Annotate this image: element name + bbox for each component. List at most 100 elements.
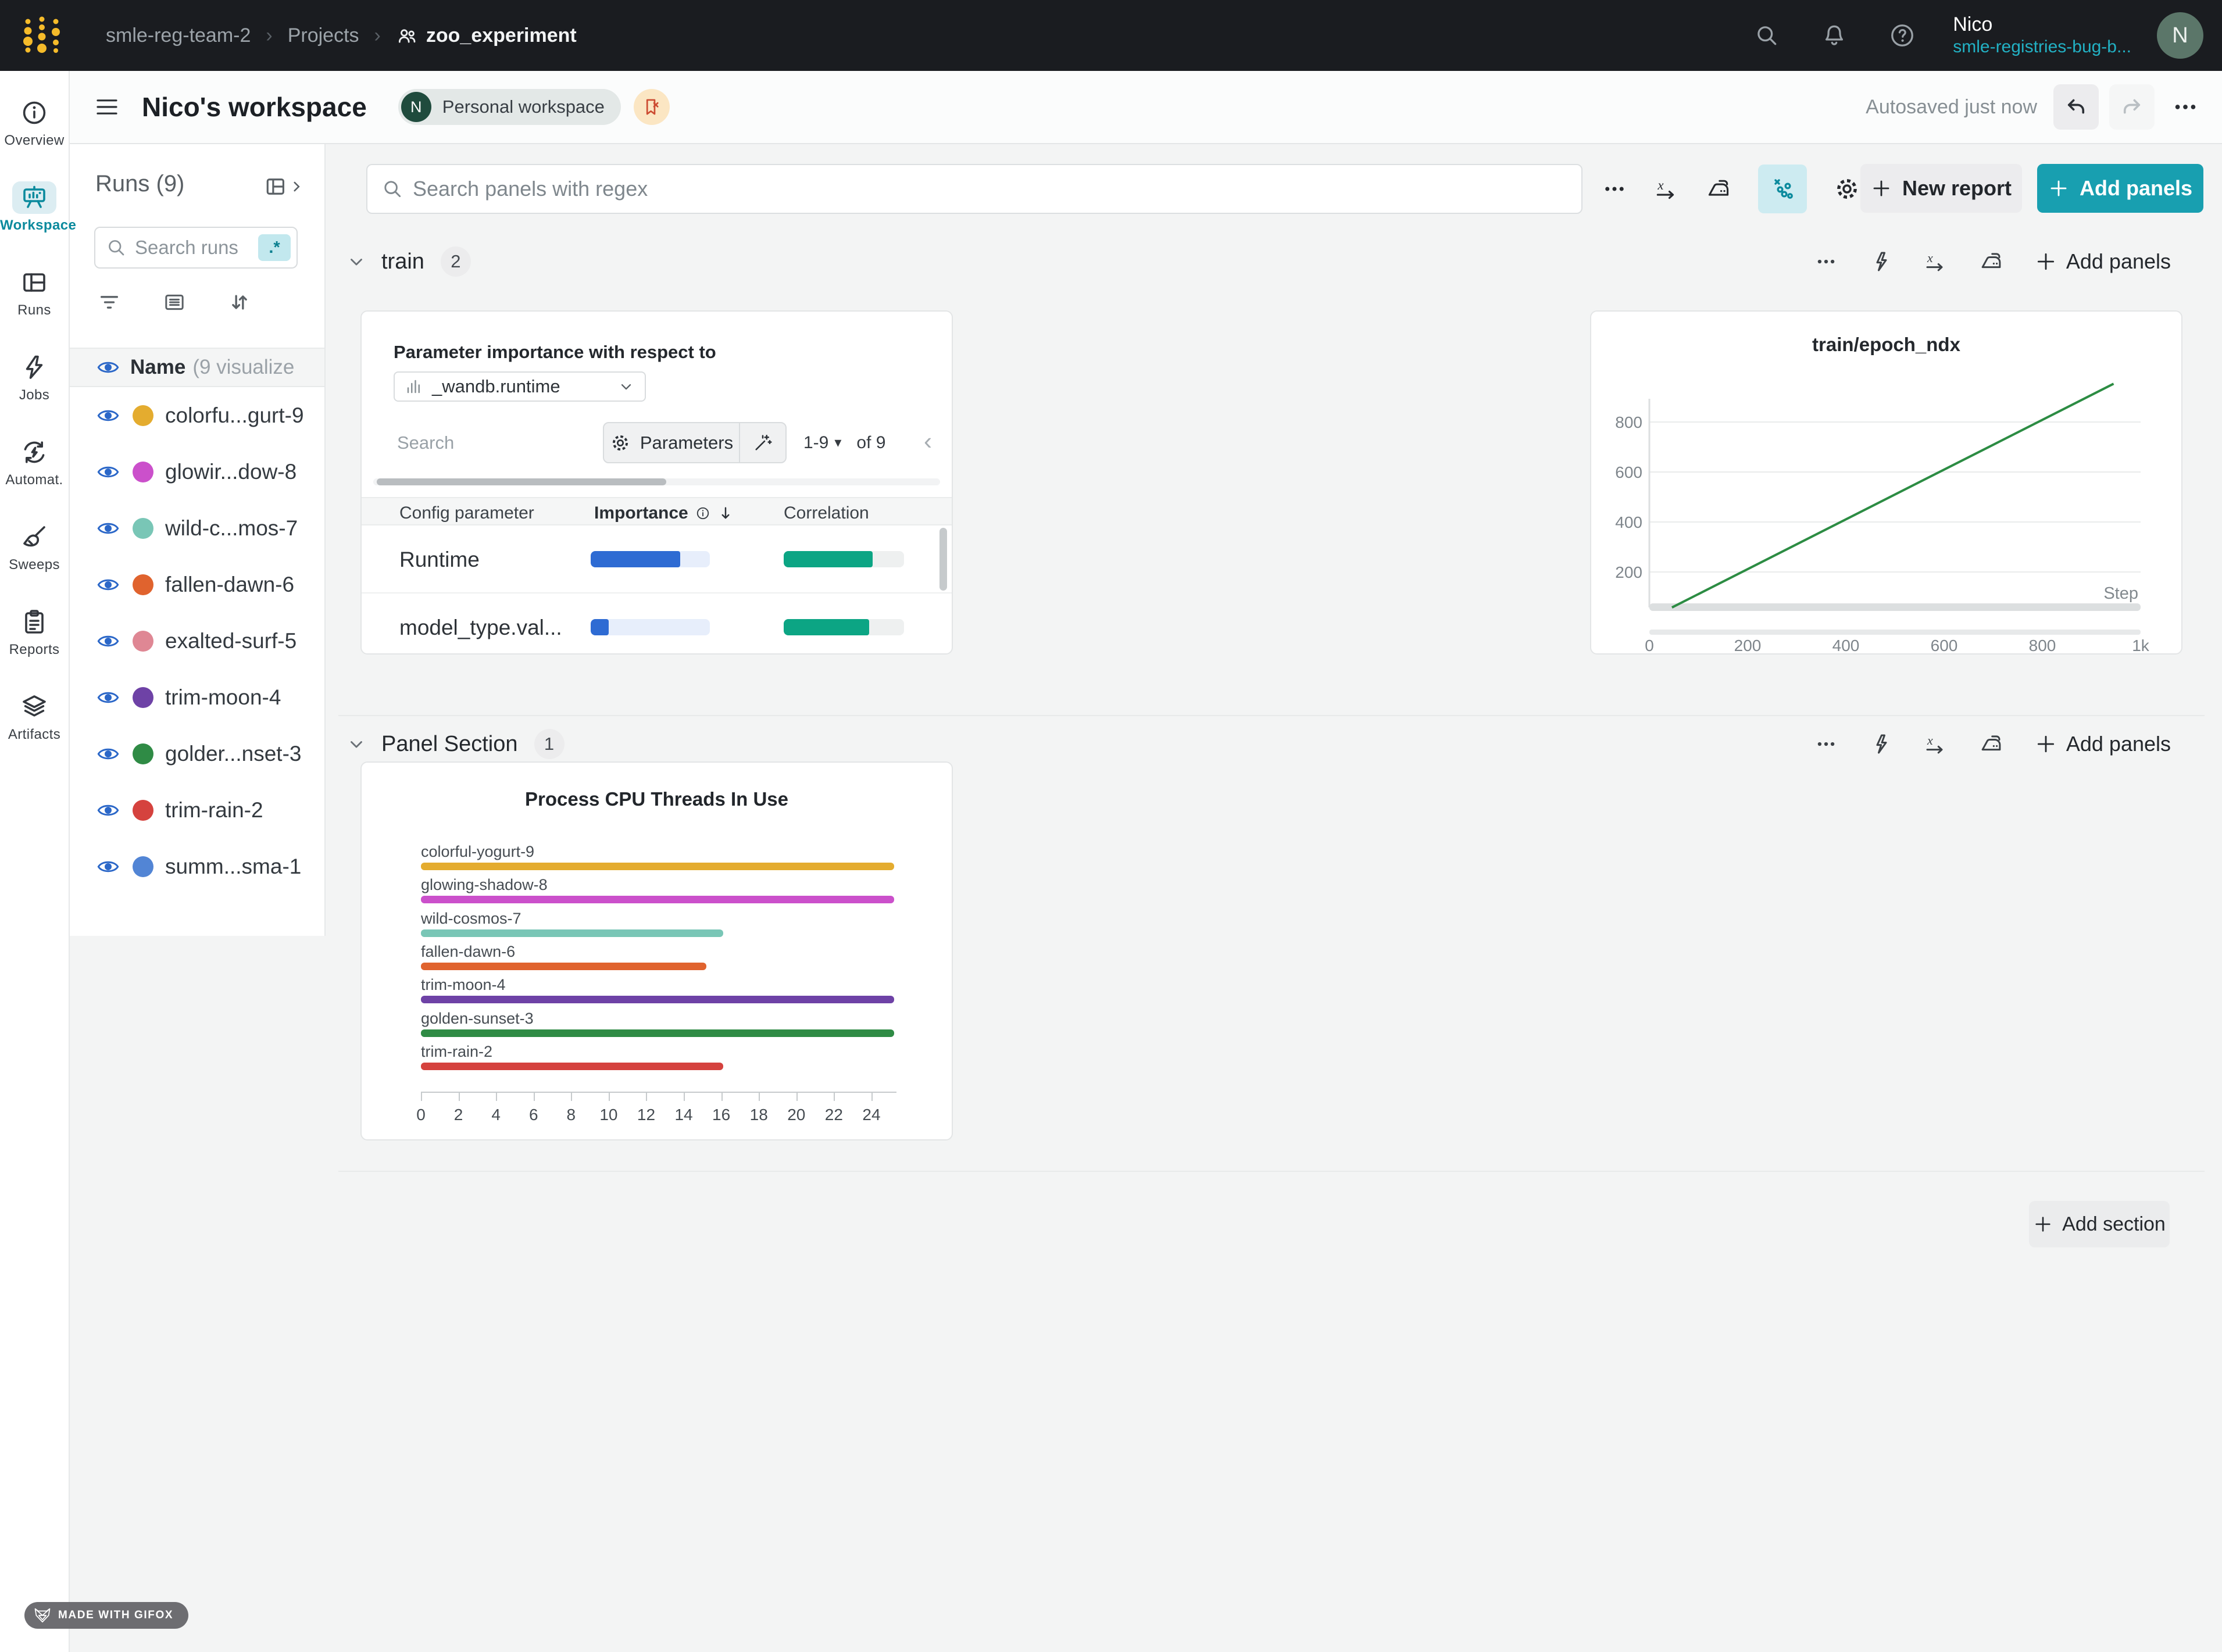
panel-settings-iron-icon[interactable]	[1979, 249, 2003, 274]
visibility-eye-icon[interactable]	[97, 742, 120, 766]
visibility-eye-icon[interactable]	[97, 460, 120, 484]
new-report-button[interactable]: New report	[1860, 164, 2022, 213]
panel-settings-iron-icon[interactable]	[1979, 732, 2003, 756]
param-search-input[interactable]	[397, 422, 560, 463]
magic-wand-button[interactable]	[740, 423, 785, 462]
hamburger-menu-icon[interactable]	[95, 98, 119, 116]
parameter-importance-panel[interactable]: Parameter importance with respect to _wa…	[360, 310, 953, 655]
info-icon	[0, 96, 69, 129]
sort-desc-arrow-icon	[721, 507, 730, 519]
metric-select[interactable]: _wandb.runtime	[394, 371, 646, 402]
run-row[interactable]: glowir...dow-8	[70, 444, 324, 500]
sidebar-item-runs[interactable]: Runs	[0, 266, 69, 319]
run-row[interactable]: exalted-surf-5	[70, 613, 324, 669]
more-options-icon[interactable]	[1602, 177, 1627, 201]
section-title[interactable]: Panel Section	[381, 731, 518, 756]
sidebar-item-overview[interactable]: Overview	[0, 96, 69, 149]
section-more-options-icon[interactable]	[1815, 733, 1837, 755]
search-icon[interactable]	[1754, 23, 1780, 48]
sidebar-item-sweeps[interactable]: Sweeps	[0, 521, 69, 573]
user-name: Nico	[1953, 13, 1993, 35]
regex-toggle[interactable]: .*	[258, 234, 291, 261]
section-panel-count: 1	[534, 729, 565, 759]
run-name: glowir...dow-8	[165, 459, 297, 484]
chevron-down-icon[interactable]	[346, 252, 366, 271]
visibility-eye-icon[interactable]	[97, 686, 120, 709]
breadcrumb-projects[interactable]: Projects	[287, 24, 359, 47]
workspace-alert-button[interactable]	[633, 89, 670, 125]
run-row[interactable]: trim-rain-2	[70, 782, 324, 838]
sort-icon[interactable]	[228, 291, 251, 314]
horizontal-scrollbar-thumb[interactable]	[377, 478, 666, 485]
run-row[interactable]: fallen-dawn-6	[70, 556, 324, 613]
runs-table-expand-button[interactable]	[264, 174, 305, 199]
breadcrumb-project[interactable]: zoo_experiment	[396, 24, 577, 47]
sidebar-item-reports[interactable]: Reports	[0, 606, 69, 658]
x-axis-settings-icon[interactable]: x	[1653, 176, 1679, 202]
wandb-logo-icon[interactable]	[21, 13, 63, 58]
run-row[interactable]: wild-c...mos-7	[70, 500, 324, 556]
notifications-bell-icon[interactable]	[1821, 23, 1847, 48]
filter-icon[interactable]	[98, 291, 121, 314]
panels-search-input[interactable]	[413, 177, 1581, 201]
sidebar-item-automat[interactable]: Automat.	[0, 436, 69, 488]
svg-text:200: 200	[1615, 563, 1642, 581]
x-axis-settings-icon[interactable]: x	[1923, 732, 1948, 756]
avatar[interactable]: N	[2157, 12, 2203, 59]
section-divider	[338, 715, 2205, 716]
undo-button[interactable]	[2053, 84, 2099, 130]
help-icon[interactable]	[1889, 22, 1916, 49]
axis-tick	[796, 1093, 798, 1101]
run-row[interactable]: trim-moon-4	[70, 669, 324, 725]
chart-title: Process CPU Threads In Use	[524, 788, 788, 810]
importance-column[interactable]: Importance	[594, 503, 734, 523]
breadcrumb-team[interactable]: smle-reg-team-2	[106, 24, 251, 47]
cpu-threads-chart-panel[interactable]: Process CPU Threads In Use colorful-yogu…	[360, 761, 953, 1140]
horizontal-scrollbar	[373, 478, 940, 485]
parameters-button[interactable]: Parameters	[604, 423, 739, 462]
visibility-eye-icon[interactable]	[97, 799, 120, 822]
bar-label: glowing-shadow-8	[421, 876, 548, 894]
sidebar-item-workspace[interactable]: Workspace	[0, 181, 76, 234]
spark-icon[interactable]	[1869, 732, 1892, 756]
visibility-eye-icon[interactable]	[97, 404, 120, 427]
spark-icon[interactable]	[1869, 250, 1892, 273]
user-menu[interactable]: Nico smle-registries-bug-b...	[1953, 13, 2131, 58]
redo-button[interactable]	[2109, 84, 2155, 130]
x-axis-settings-icon[interactable]: x	[1923, 249, 1948, 274]
visibility-all-eye-icon[interactable]	[97, 356, 120, 379]
add-panels-button[interactable]: Add panels	[2037, 164, 2203, 213]
visibility-eye-icon[interactable]	[97, 855, 120, 878]
sidebar-item-artifacts[interactable]: Artifacts	[0, 691, 69, 743]
section-add-panels-button[interactable]: Add panels	[2035, 249, 2171, 274]
section-more-options-icon[interactable]	[1815, 251, 1837, 273]
panel-settings-iron-icon[interactable]	[1706, 176, 1731, 202]
header-more-options-icon[interactable]	[2172, 94, 2199, 120]
vertical-scrollbar-thumb[interactable]	[939, 528, 947, 591]
pagination-prev-chevron[interactable]: ‹	[924, 427, 932, 455]
visibility-eye-icon[interactable]	[97, 573, 120, 596]
sidebar-item-jobs[interactable]: Jobs	[0, 351, 69, 403]
config-parameter-column[interactable]: Config parameter	[399, 503, 534, 523]
run-row[interactable]: summ...sma-1	[70, 838, 324, 895]
runs-search-input[interactable]	[135, 237, 258, 259]
workspace-settings-gear-icon[interactable]	[1834, 176, 1860, 202]
visibility-eye-icon[interactable]	[97, 630, 120, 653]
user-org: smle-registries-bug-b...	[1953, 37, 2131, 56]
gear-icon	[612, 435, 628, 450]
scatter-settings-button-active[interactable]	[1758, 165, 1807, 213]
run-row[interactable]: golder...nset-3	[70, 725, 324, 782]
correlation-column[interactable]: Correlation	[784, 503, 869, 523]
section-add-panels-button[interactable]: Add panels	[2035, 732, 2171, 756]
pagination-dropdown[interactable]: 1-9 ▾ of 9	[803, 432, 886, 452]
run-row[interactable]: colorfu...gurt-9	[70, 387, 324, 444]
chevron-down-icon[interactable]	[346, 734, 366, 754]
runs-name-column-header[interactable]: Name	[130, 356, 186, 378]
param-table-row: model_type.val...	[362, 593, 952, 653]
add-section-button[interactable]: Add section	[2029, 1201, 2170, 1247]
list-view-icon[interactable]	[163, 291, 186, 314]
section-title[interactable]: train	[381, 249, 424, 274]
workspace-badge[interactable]: N Personal workspace	[398, 89, 621, 125]
epoch-chart-panel[interactable]: train/epoch_ndx 200 400 600 800 0 200 400 600 80…	[1590, 310, 2182, 655]
visibility-eye-icon[interactable]	[97, 517, 120, 540]
